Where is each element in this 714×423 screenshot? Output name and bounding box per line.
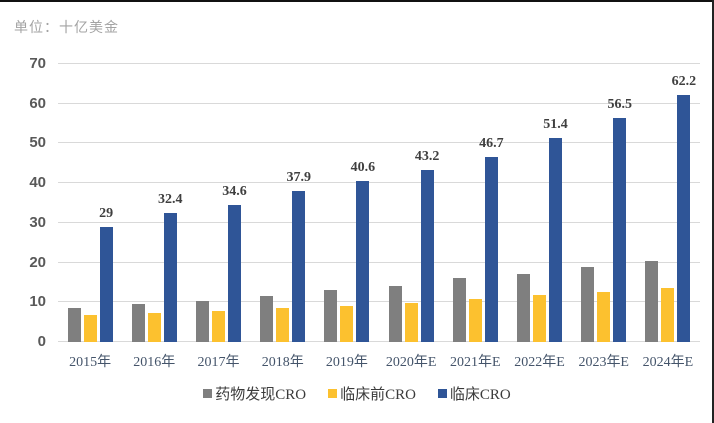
bar-group-2019年: 40.6	[315, 64, 379, 342]
legend-swatch-icon	[328, 389, 338, 398]
y-tick-30: 30	[29, 213, 46, 231]
x-label-2024年E: 2024年E	[642, 355, 694, 370]
data-label-2024年E: 62.2	[671, 73, 697, 89]
bar-药物发现CRO-2021年E	[452, 278, 466, 342]
bar-药物发现CRO-2020年E	[388, 285, 402, 342]
bar-临床CRO-2017年: 34.6	[222, 184, 247, 342]
gridline-30	[58, 221, 700, 223]
bar-临床前CRO-2017年	[212, 310, 225, 342]
bar-group-2015年: 29	[58, 64, 122, 342]
bar-临床CRO-2023年E: 56.5	[607, 97, 632, 342]
legend-label: 临床前CRO	[340, 387, 416, 403]
gridline-0	[58, 341, 700, 342]
bar-临床前CRO-2022年E	[533, 294, 547, 342]
data-label-2019年: 40.6	[350, 159, 376, 175]
bar-临床前CRO-2024年E	[661, 288, 675, 342]
x-label-2021年E: 2021年E	[450, 355, 501, 370]
gridline-10	[58, 301, 700, 303]
data-label-2016年: 32.4	[158, 192, 183, 208]
bar-药物发现CRO-2024年E	[645, 260, 659, 342]
gridline-40	[58, 182, 700, 184]
data-label-2023年E: 56.5	[607, 96, 632, 112]
bar-临床前CRO-2019年	[340, 305, 354, 342]
chart-legend: 药物发现CRO 临床前CRO 临床CRO	[0, 383, 714, 404]
y-tick-10: 10	[29, 293, 46, 311]
bar-group-2020年E: 43.2	[379, 64, 443, 342]
bar-临床CRO-2016年: 32.4	[158, 192, 183, 342]
legend-swatch-icon	[203, 389, 213, 398]
gridline-50	[58, 142, 700, 144]
bar-药物发现CRO-2015年	[67, 308, 81, 342]
legend-label: 药物发现CRO	[215, 387, 307, 403]
x-label-2016年: 2016年	[133, 355, 176, 370]
bar-药物发现CRO-2023年E	[581, 266, 595, 342]
bar-临床前CRO-2016年	[147, 313, 161, 342]
plot-area: 29 32.4 34.6 37.9 40.6 43.2 46.7 51.4 56.5 62.2	[58, 63, 700, 342]
bar-group-2022年E: 51.4	[507, 64, 571, 342]
legend-item-临床前CRO: 临床前CRO	[328, 383, 416, 404]
data-label-2017年: 34.6	[222, 183, 247, 199]
bar-group-2017年: 34.6	[186, 64, 250, 342]
bar-临床CRO-2021年E: 46.7	[479, 136, 504, 342]
x-label-2023年E: 2023年E	[578, 355, 629, 370]
x-label-2018年: 2018年	[261, 355, 304, 370]
x-label-2019年: 2019年	[325, 355, 368, 370]
bar-临床CRO-2015年: 29	[99, 206, 113, 342]
bar-药物发现CRO-2022年E	[517, 273, 531, 342]
bar-临床前CRO-2021年E	[468, 299, 482, 342]
bar-临床CRO-2019年: 40.6	[351, 160, 375, 342]
bar-group-2021年E: 46.7	[443, 64, 507, 342]
legend-label: 临床CRO	[449, 387, 511, 403]
bar-临床CRO-2024年E: 62.2	[672, 74, 696, 342]
legend-item-药物发现CRO: 药物发现CRO	[203, 383, 306, 404]
legend-swatch-icon	[437, 389, 447, 398]
x-label-2022年E: 2022年E	[514, 355, 565, 370]
y-tick-20: 20	[29, 253, 46, 271]
x-label-2020年E: 2020年E	[385, 355, 437, 370]
bar-group-2016年: 32.4	[122, 64, 186, 342]
bar-临床前CRO-2020年E	[404, 303, 418, 342]
bar-药物发现CRO-2017年	[196, 300, 209, 342]
x-label-2015年: 2015年	[69, 355, 112, 370]
frame-right-border	[712, 0, 714, 423]
bar-group-2024年E: 62.2	[636, 64, 700, 342]
data-label-2022年E: 51.4	[543, 116, 568, 132]
bar-药物发现CRO-2019年	[324, 290, 338, 342]
y-tick-60: 60	[29, 94, 46, 112]
data-label-2015年: 29	[99, 205, 114, 221]
y-tick-40: 40	[29, 174, 46, 192]
gridline-60	[58, 102, 700, 104]
data-label-2018年: 37.9	[286, 170, 311, 186]
bar-药物发现CRO-2016年	[131, 304, 145, 342]
bar-临床CRO-2022年E: 51.4	[543, 117, 568, 342]
bar-临床CRO-2020年E: 43.2	[415, 149, 439, 342]
y-tick-50: 50	[29, 134, 46, 152]
bar-groups-container: 29 32.4 34.6 37.9 40.6 43.2 46.7 51.4 56.5 62.2	[58, 64, 700, 342]
y-tick-70: 70	[29, 55, 46, 72]
bar-group-2023年E: 56.5	[572, 64, 636, 342]
y-tick-0: 0	[37, 333, 46, 350]
bar-group-2018年: 37.9	[251, 64, 315, 342]
gridline-70	[58, 63, 700, 64]
bar-临床CRO-2018年: 37.9	[286, 170, 311, 342]
legend-item-临床CRO: 临床CRO	[437, 383, 511, 404]
data-label-2021年E: 46.7	[479, 135, 504, 151]
unit-label: 单位：十亿美金	[14, 21, 119, 36]
x-label-2017年: 2017年	[197, 355, 240, 370]
gridline-20	[58, 261, 700, 263]
data-label-2020年E: 43.2	[414, 149, 440, 165]
bar-临床前CRO-2023年E	[597, 291, 611, 342]
x-axis-labels: 2015年 2016年 2017年 2018年 2019年 2020年E 2021年E 202…	[58, 351, 700, 371]
bar-药物发现CRO-2018年	[260, 295, 274, 342]
frame-top-border	[0, 0, 714, 2]
bar-临床前CRO-2018年	[276, 307, 290, 342]
bar-临床前CRO-2015年	[83, 315, 97, 342]
